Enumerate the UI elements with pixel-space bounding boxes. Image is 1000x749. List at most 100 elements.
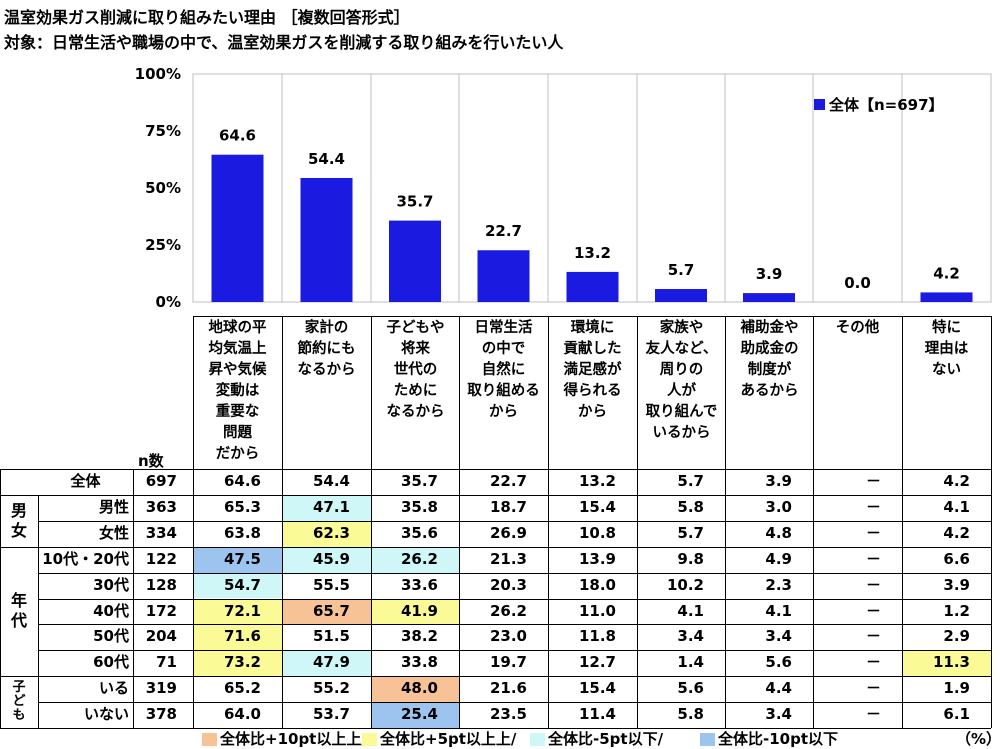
n-cell: 172 (145, 601, 177, 620)
table-cell: 1.4 (677, 653, 704, 672)
table-cell: 11.3 (932, 653, 970, 672)
table-cell: 11.4 (578, 705, 616, 724)
table-cell: 55.2 (312, 679, 350, 698)
category-header: 家計の 節約にも なるから (282, 318, 371, 381)
n-header: n数 (138, 452, 164, 470)
bar-value-label: 5.7 (668, 261, 695, 279)
table-cell: 1.9 (943, 679, 970, 698)
table-cell: － (865, 549, 881, 568)
table-row: 54.7 55.5 33.6 20.3 18.0 10.2 2.3 － 3.9 128 30代 (0, 573, 991, 599)
table-cell: 5.6 (677, 679, 704, 698)
table-cell: 3.9 (765, 472, 792, 490)
n-cell: 697 (145, 472, 177, 490)
table-cell: 65.2 (223, 679, 261, 698)
category-header-line: ない (932, 362, 961, 378)
n-cell: 378 (145, 705, 177, 724)
category-header-line: あるから (740, 383, 799, 399)
table-cell: 71.6 (223, 627, 261, 646)
highlight-plus5 (194, 651, 282, 677)
table-cell: － (865, 601, 881, 620)
group-label-char: 子 (12, 680, 26, 696)
category-header-line: 子どもや (386, 320, 445, 336)
category-header-line: 補助金や (740, 320, 799, 336)
table-cell: 55.5 (312, 575, 350, 594)
row-rule (38, 624, 991, 626)
highlight-plus5 (283, 521, 371, 547)
table-cell: 64.0 (223, 705, 261, 724)
table-cell: 18.0 (578, 575, 616, 594)
group-label-char: ど (12, 694, 26, 710)
table-cell: － (865, 627, 881, 646)
row-rule (38, 572, 991, 574)
table-cell: 15.4 (578, 679, 616, 698)
bar (389, 220, 441, 302)
table-cell: 4.4 (765, 679, 792, 698)
highlight-minus5 (372, 547, 459, 573)
category-header-line: 変動は (215, 383, 260, 399)
table-cell: 41.9 (400, 601, 438, 620)
table-cell: 6.1 (943, 705, 970, 724)
category-header-line: 得られる (563, 383, 622, 399)
group-label: 男女 (0, 495, 38, 547)
row-rule (0, 546, 991, 548)
table-cell: 33.6 (400, 575, 438, 594)
row-label: いない (83, 705, 129, 724)
highlight-plus10 (372, 677, 459, 703)
legend-label: 全体【n=697】 (828, 96, 944, 114)
table-cell: 22.7 (489, 472, 527, 490)
group-label-char: 女 (10, 520, 27, 540)
table-cell: 26.2 (489, 601, 527, 620)
table-cell: 72.1 (223, 601, 261, 620)
row-rule (38, 702, 991, 704)
n-cell: 71 (156, 653, 177, 672)
unit-label: （%） (956, 730, 1000, 748)
category-header-line: 友人など、 (645, 341, 718, 357)
row-label: 40代 (93, 601, 129, 620)
header-column-rule (193, 316, 194, 469)
column-rule (459, 469, 460, 728)
category-header-line: 家計の (304, 320, 349, 336)
table-cell: 62.3 (312, 523, 350, 542)
legend-minus5-label: 全体比-5pt以下 (548, 730, 658, 748)
table-cell: 54.4 (312, 472, 350, 490)
bar-value-label: 64.6 (219, 127, 256, 145)
table-row: 65.2 55.2 48.0 21.6 15.4 5.6 4.4 － 1.9 319 いる (0, 676, 991, 703)
category-header-line: 重要な (215, 404, 260, 420)
highlight-legend: 全体比+10pt以上上/ 全体比+5pt以上上/ 全体比-5pt以下/ 全体比-… (0, 728, 1000, 748)
legend-minus10-label: 全体比-10pt以下 (718, 730, 839, 748)
table-cell: 4.1 (677, 601, 704, 620)
category-header-line: 貢献した (563, 341, 622, 357)
header-column-rule (991, 316, 992, 469)
table-cell: 48.0 (400, 679, 438, 698)
category-header-line: 自然に (481, 362, 526, 378)
column-rule (991, 469, 992, 728)
highlight-plus5 (194, 599, 282, 625)
category-header-line: 取り組んで (645, 404, 718, 420)
table-cell: 35.8 (400, 497, 438, 516)
table-cell: 4.2 (943, 523, 970, 542)
table-cell: 13.2 (578, 472, 616, 490)
table-row: 63.8 62.3 35.6 26.9 10.8 5.7 4.8 － 4.2 334 女性 (0, 521, 991, 547)
category-header-line: 環境に (570, 320, 615, 336)
row-rule (0, 676, 991, 678)
row-label: 10代・20代 (42, 549, 129, 568)
table-row: 65.3 47.1 35.8 18.7 15.4 5.8 3.0 － 4.1 363 男性 (0, 495, 991, 521)
table-row: 71.6 51.5 38.2 23.0 11.8 3.4 3.4 － 2.9 204 50代 (0, 624, 991, 651)
table-cell: 12.7 (578, 653, 616, 672)
row-rule (38, 598, 991, 600)
legend-plus10: 全体比+10pt以上上/ (202, 728, 367, 749)
highlight-plus5 (194, 625, 282, 651)
row-label: 全体 (70, 472, 101, 490)
n-cell: 334 (145, 523, 177, 542)
category-header: 補助金や 助成金の 制度が あるから (725, 318, 814, 402)
legend-swatch (814, 99, 825, 110)
bar (300, 177, 353, 302)
category-header-line: 家族や (659, 320, 704, 336)
category-header-line: 将来 (401, 341, 430, 357)
header-top-rule (193, 316, 991, 317)
table-cell: 21.3 (489, 549, 527, 568)
table-cell: 5.7 (677, 523, 704, 542)
category-header-line: の中で (481, 341, 526, 357)
table-cell: － (865, 523, 881, 542)
legend-plus5: 全体比+5pt以上上/ (362, 728, 516, 749)
